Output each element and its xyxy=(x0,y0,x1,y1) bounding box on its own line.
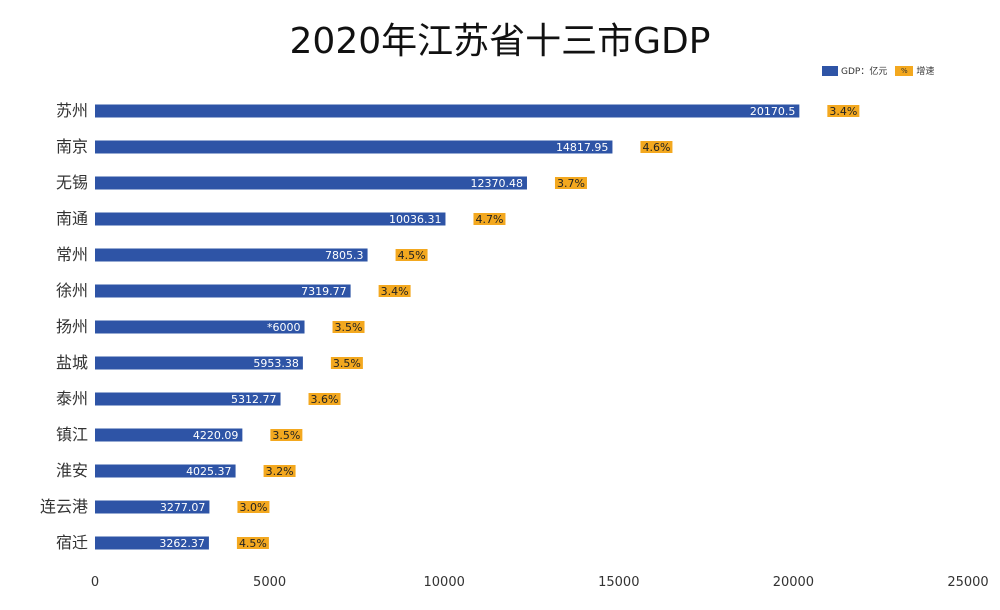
gdp-bar xyxy=(95,392,281,406)
gdp-value-label: 7319.77 xyxy=(301,285,347,298)
growth-box xyxy=(827,105,860,117)
category-label: 连云港 xyxy=(40,497,88,516)
growth-box xyxy=(308,393,341,405)
gdp-bar xyxy=(95,248,368,262)
growth-value-label: 3.0% xyxy=(239,501,267,514)
growth-box xyxy=(237,501,270,513)
gdp-value-label: 14817.95 xyxy=(556,141,609,154)
category-label: 盐城 xyxy=(56,353,88,372)
category-label: 徐州 xyxy=(56,281,88,300)
growth-value-label: 3.7% xyxy=(557,177,585,190)
gdp-bar xyxy=(95,212,446,226)
growth-box xyxy=(554,177,587,189)
growth-box xyxy=(378,285,411,297)
gdp-value-label: 12370.48 xyxy=(470,177,523,190)
gdp-bar xyxy=(95,356,303,370)
category-label: 南京 xyxy=(56,137,88,156)
growth-box xyxy=(332,321,365,333)
category-label: 扬州 xyxy=(56,317,88,336)
gdp-bar xyxy=(95,176,527,190)
x-tick-label: 0 xyxy=(91,575,99,590)
gdp-value-label: *6000 xyxy=(267,321,301,334)
growth-box xyxy=(330,357,363,369)
growth-box xyxy=(473,213,506,225)
growth-value-label: 3.4% xyxy=(381,285,409,298)
legend-gdp-label: GDP：亿元 xyxy=(841,67,888,77)
legend-growth-swatch: % xyxy=(895,65,914,76)
category-label: 苏州 xyxy=(56,101,88,120)
category-label: 泰州 xyxy=(56,389,88,408)
growth-value-label: 3.5% xyxy=(272,429,300,442)
gdp-value-label: 5312.77 xyxy=(231,393,277,406)
gdp-value-label: 5953.38 xyxy=(253,357,299,370)
gdp-bar xyxy=(95,284,351,298)
category-label: 镇江 xyxy=(56,425,88,444)
gdp-value-label: 10036.31 xyxy=(389,213,442,226)
category-label: 南通 xyxy=(56,209,88,228)
category-label: 淮安 xyxy=(56,461,88,480)
gdp-bar xyxy=(95,320,305,334)
gdp-value-label: 7805.3 xyxy=(325,249,364,262)
gdp-bar xyxy=(95,500,210,514)
category-label: 无锡 xyxy=(56,173,88,192)
gdp-bar xyxy=(95,464,236,478)
gdp-value-label: 3262.37 xyxy=(159,537,205,550)
gdp-bar xyxy=(95,140,613,154)
growth-value-label: 3.2% xyxy=(266,465,294,478)
gdp-value-label: 3277.07 xyxy=(160,501,206,514)
growth-value-label: 4.5% xyxy=(398,249,426,262)
growth-value-label: 4.5% xyxy=(239,537,267,550)
growth-value-label: 4.7% xyxy=(475,213,503,226)
growth-value-label: 3.4% xyxy=(829,105,857,118)
growth-value-label: 3.5% xyxy=(333,357,361,370)
growth-box xyxy=(236,537,269,549)
gdp-value-label: 20170.5 xyxy=(750,105,796,118)
x-tick-label: 10000 xyxy=(424,575,465,590)
gdp-bar xyxy=(95,104,800,118)
growth-value-label: 4.6% xyxy=(642,141,670,154)
x-tick-label: 15000 xyxy=(598,575,639,590)
growth-box xyxy=(263,465,296,477)
gdp-bar xyxy=(95,428,243,442)
x-tick-label: 5000 xyxy=(253,575,286,590)
category-label: 常州 xyxy=(56,245,88,264)
growth-box xyxy=(270,429,303,441)
category-label: 宿迁 xyxy=(56,533,88,552)
chart-title: 2020年江苏省十三市GDP xyxy=(289,21,711,62)
growth-box xyxy=(395,249,428,261)
x-tick-label: 20000 xyxy=(773,575,814,590)
growth-box xyxy=(640,141,673,153)
legend: GDP：亿元 % 增速 xyxy=(822,64,942,77)
x-tick-label: 25000 xyxy=(947,575,988,590)
legend-growth-label: 增速 xyxy=(916,67,935,77)
gdp-value-label: 4025.37 xyxy=(186,465,232,478)
gdp-bar xyxy=(95,536,209,550)
gdp-value-label: 4220.09 xyxy=(193,429,239,442)
growth-value-label: 3.6% xyxy=(311,393,339,406)
legend-gdp-swatch xyxy=(822,65,838,76)
growth-value-label: 3.5% xyxy=(335,321,363,334)
